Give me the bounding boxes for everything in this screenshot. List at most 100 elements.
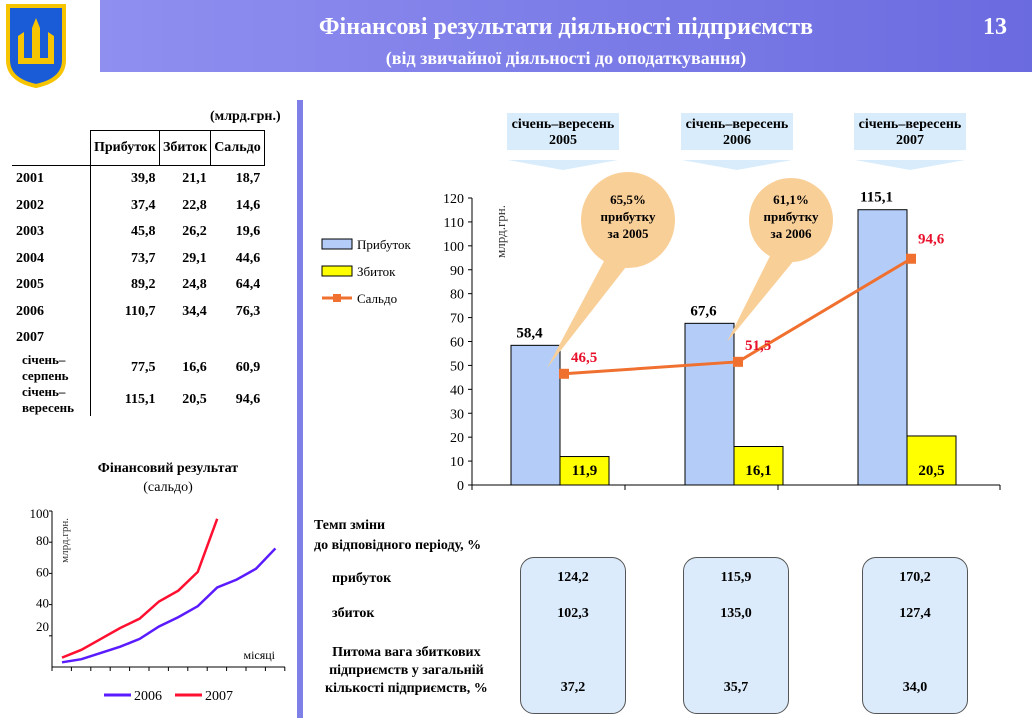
table-cell: 77,5 [130,359,156,375]
y-tick-label: 100 [443,240,464,255]
y-tick-label: 20 [450,431,464,446]
y-tick-label: 70 [450,312,464,327]
table-row: 2001 39,8 21,1 18,7 [12,165,264,193]
y-tick-label: 90 [450,264,464,279]
legend-profit-swatch [321,238,353,250]
profit-bar [684,322,735,486]
loss-value-label: 16,1 [745,463,771,479]
y-axis-label: млрд.грн. [493,205,508,258]
rates-box: 170,2 127,4 34,0 [862,557,968,714]
table-cell: 18,7 [235,171,261,187]
table-cell: 2007 [12,325,91,352]
table-cell: 24,8 [182,277,207,293]
rates-title-line: до відповідного періоду, % [314,538,482,553]
period-label: 2006 [723,133,751,148]
loss-value-label: 20,5 [918,463,944,479]
results-table: Прибуток Збиток Сальдо 2001 39,8 21,1 18,7 2002… [12,130,265,416]
loss-rate: 127,4 [899,606,931,621]
small-chart-title: Фінансовий результат [98,461,238,476]
y-tick-label: 30 [450,407,464,422]
rates-box: 115,9 135,0 35,7 [683,557,789,714]
table-unit: (млрд.грн.) [210,109,281,124]
table-row: 2006 110,7 34,4 76,3 [12,298,264,325]
rates-title: Темп зміни до відповідного періоду, % [314,516,481,556]
period-label: січень–вересень [859,117,962,132]
table-row: 2007 [12,325,264,352]
table-cell: 26,2 [182,224,207,240]
callout-text: за 2005 [608,226,649,241]
y-tick-label: 110 [444,216,464,231]
table-row: 2002 37,4 22,8 14,6 [12,192,264,219]
callout-text: прибутку [764,209,819,224]
table-row: 2005 89,2 24,8 64,4 [12,272,264,299]
table-header: Прибуток Збиток Сальдо [12,130,265,166]
saldo-marker [906,253,916,264]
y-tick-label: 40 [36,596,49,611]
period-label: січень–вересень [686,117,789,132]
down-arrow-icon [682,160,792,170]
page-number: 13 [983,14,1007,40]
loss-value-label: 11,9 [572,463,597,479]
x-axis-label: місяці [243,648,275,662]
share-label-line: Питома вага збиткових [332,645,481,660]
callout-pointer [727,250,796,342]
callout-text: 65,5% [610,192,646,207]
period-label: 2007 [896,133,924,148]
page-title: Фінансові результати діяльності підприєм… [318,14,814,40]
rates-box: 124,2 102,3 37,2 [520,557,626,714]
table-cell: 110,7 [124,303,156,319]
column-header: Прибуток [90,130,160,166]
share-label-line: підприємств у загальній [329,663,484,678]
table-cell: січень–серпень [12,351,91,384]
y-axis-label: млрд.грн. [59,518,71,563]
saldo-2006-line [61,547,277,664]
column-header [12,130,91,166]
y-tick-label: 60 [36,564,49,579]
profit-bar [510,344,561,486]
profit-rate: 115,9 [720,570,752,585]
table-row: січень–вересень 115,1 20,5 94,6 [12,383,264,416]
saldo-value-label: 94,6 [918,232,945,248]
period-label-box [854,113,966,150]
table-cell: 16,6 [182,359,207,375]
table-cell: 45,8 [130,224,156,240]
period-label-box [507,113,619,150]
table-cell: 2006 [12,298,91,325]
legend-profit-label: Прибуток [357,237,411,252]
table-cell: 2002 [12,192,91,219]
table-cell: 94,6 [235,391,261,407]
table-cell: 73,7 [130,250,156,266]
callout-text: 61,1% [773,192,809,207]
y-tick-label: 40 [450,383,464,398]
page-subtitle: (від звичайної діяльності до оподаткуван… [385,48,747,68]
legend-saldo-marker [333,294,341,302]
title-banner: Фінансові результати діяльності підприєм… [100,0,1032,72]
y-tick-label: 80 [36,533,49,548]
table-cell: 44,6 [235,250,261,266]
down-arrow-icon [508,160,618,170]
y-tick-label: 50 [450,359,464,374]
loss-rate-label: збиток [332,606,375,621]
profit-rate-label: прибуток [332,571,392,586]
y-tick-label: 80 [450,288,464,303]
table-cell: 2004 [12,245,91,272]
saldo-value-label: 46,5 [571,350,597,366]
loss-rate: 135,0 [720,606,752,621]
table-cell: 29,1 [182,250,207,266]
divider [297,100,303,718]
loss-share: 34,0 [902,680,928,695]
share-label-line: кількості підприємств, % [325,681,488,696]
profit-value-label: 67,6 [690,303,717,319]
column-header: Збиток [158,130,212,166]
loss-share: 35,7 [723,680,749,695]
table-cell: 34,4 [182,303,207,319]
small-chart-subtitle: (сальдо) [143,480,193,495]
period-label-box [681,113,793,150]
legend-saldo-label: Сальдо [357,291,397,306]
table-cell: 64,4 [235,277,261,293]
legend-label: 2007 [205,689,233,704]
profit-rate: 124,2 [557,570,589,585]
table-cell: січень–вересень [12,383,91,416]
loss-bar [733,445,784,486]
loss-bar [559,456,610,486]
